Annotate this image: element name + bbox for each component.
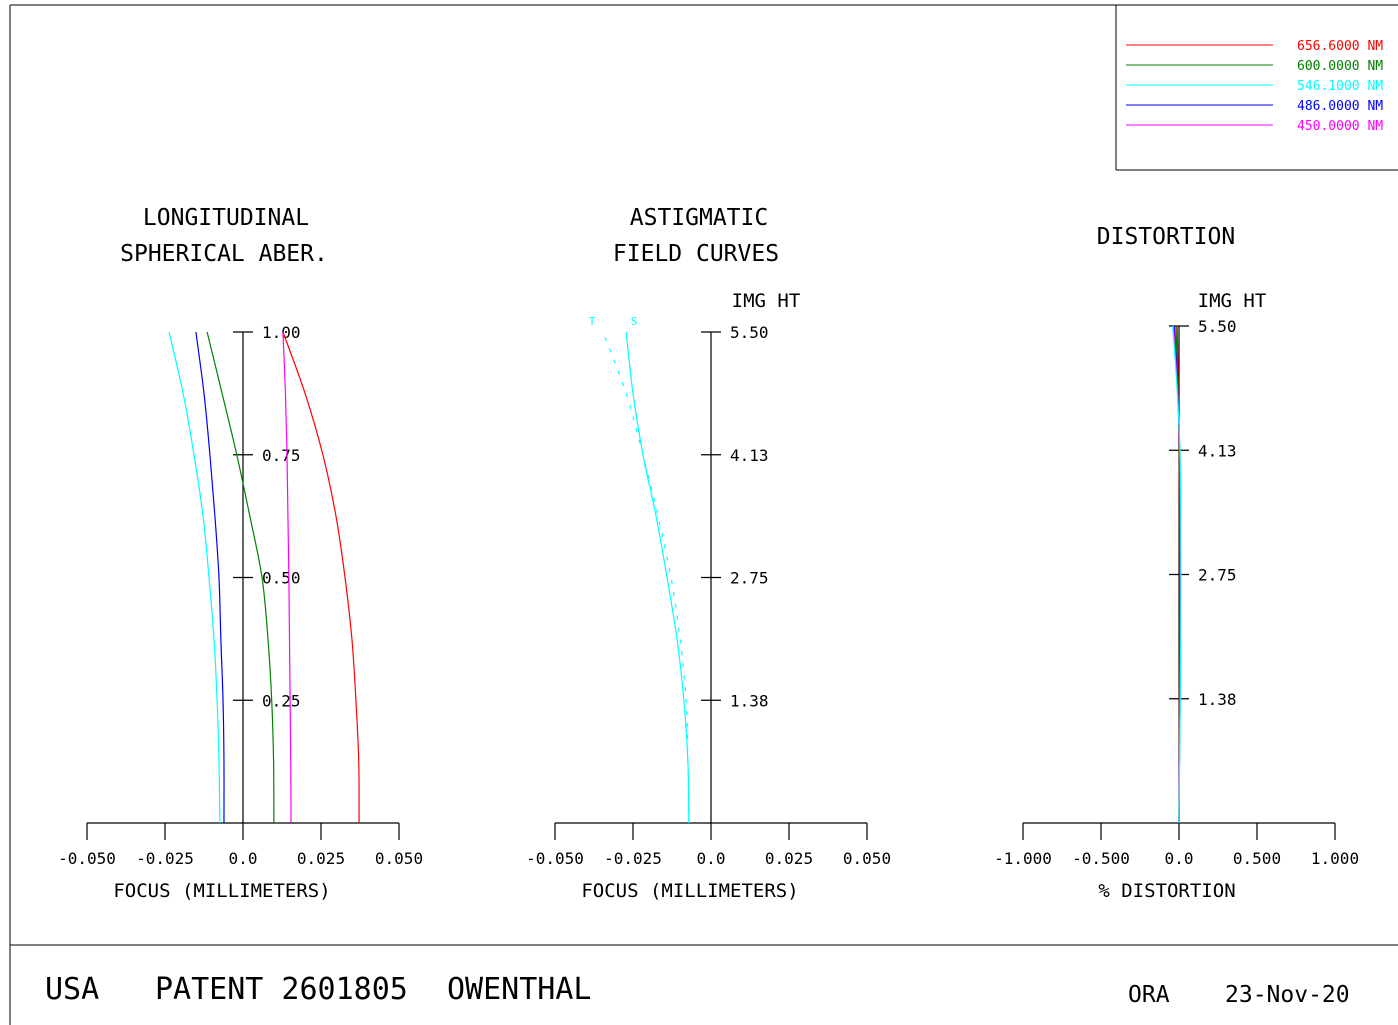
x-tick-label: 0.0 <box>697 849 726 868</box>
legend-label: 546.1000 NM <box>1297 79 1383 94</box>
x-axis-label: % DISTORTION <box>1098 880 1235 902</box>
series-curve <box>206 331 275 824</box>
x-tick-label: 0.025 <box>297 849 345 868</box>
footer-program: ORA <box>1128 982 1170 1008</box>
series-curve <box>168 331 221 824</box>
x-tick-label: 1.000 <box>1311 849 1359 868</box>
y-tick-label: 0.25 <box>262 691 301 710</box>
footer: USA PATENT 2601805 OWENTHAL ORA 23-Nov-2… <box>45 972 1350 1008</box>
x-tick-label: -1.000 <box>994 849 1052 868</box>
x-tick-label: -0.025 <box>136 849 194 868</box>
chart-title: DISTORTION <box>1097 224 1235 250</box>
series-label: T <box>589 315 596 328</box>
series-curve <box>282 331 360 824</box>
y-tick-label: 2.75 <box>730 569 769 588</box>
y-tick-label: 1.00 <box>262 323 301 342</box>
legend-entry: 450.0000 NM <box>1126 119 1383 134</box>
y-tick-label: 4.13 <box>1198 441 1237 460</box>
footer-inventor-name: OWENTHAL <box>447 972 592 1007</box>
y-tick-label: 1.38 <box>730 691 769 710</box>
x-tick-label: -0.050 <box>526 849 584 868</box>
legend-entry: 656.6000 NM <box>1126 39 1383 54</box>
chart-title-line-2: FIELD CURVES <box>613 241 779 267</box>
series-label: S <box>631 315 638 328</box>
astigmatic-field-curves-chart: ASTIGMATIC FIELD CURVES IMG HT FOCUS (MI… <box>526 205 891 902</box>
y-tick-label: 5.50 <box>730 323 769 342</box>
y-tick-label: 0.75 <box>262 446 301 465</box>
y-tick-label: 4.13 <box>730 446 769 465</box>
legend-box: 656.6000 NM 600.0000 NM 546.1000 NM 486.000… <box>1115 5 1398 171</box>
legend-items: 656.6000 NM 600.0000 NM 546.1000 NM 486.000… <box>1126 39 1383 134</box>
longitudinal-spherical-aberration-chart: LONGITUDINAL SPHERICAL ABER. FOCUS (MILL… <box>58 205 423 902</box>
series-curve <box>1172 325 1182 824</box>
x-tick-label: 0.050 <box>843 849 891 868</box>
x-tick-label: 0.050 <box>375 849 423 868</box>
y-tick-label: 1.38 <box>1198 690 1237 709</box>
footer-date: 23-Nov-20 <box>1225 982 1350 1008</box>
distortion-chart: DISTORTION IMG HT % DISTORTION -1.000 -0.… <box>994 224 1359 902</box>
series-curve <box>625 331 690 824</box>
chart-title-line-1: LONGITUDINAL <box>143 205 309 231</box>
footer-country: USA <box>45 972 99 1007</box>
series-curve <box>282 331 292 824</box>
x-tick-label: 0.500 <box>1233 849 1281 868</box>
legend-entry: 486.0000 NM <box>1126 99 1383 114</box>
legend-label: 656.6000 NM <box>1297 39 1383 54</box>
legend-entry: 546.1000 NM <box>1126 79 1383 94</box>
y-tick-label: 5.50 <box>1198 317 1237 336</box>
page-frame <box>9 4 1398 1025</box>
x-tick-label: 0.0 <box>1165 849 1194 868</box>
series-curve <box>195 331 225 824</box>
x-axis-label: FOCUS (MILLIMETERS) <box>113 880 330 902</box>
legend-label: 450.0000 NM <box>1297 119 1383 134</box>
legend-label: 486.0000 NM <box>1297 99 1383 114</box>
chart-title-line-1: ASTIGMATIC <box>630 205 768 231</box>
y-axis-label: IMG HT <box>1198 290 1267 312</box>
chart-title-line-2: SPHERICAL ABER. <box>120 241 328 267</box>
series-curve <box>602 331 690 824</box>
y-axis-label: IMG HT <box>732 290 801 312</box>
x-tick-label: -0.025 <box>604 849 662 868</box>
x-tick-label: 0.0 <box>229 849 258 868</box>
x-tick-label: 0.025 <box>765 849 813 868</box>
footer-patent-number: PATENT 2601805 <box>155 972 408 1007</box>
x-tick-label: -0.050 <box>58 849 116 868</box>
x-tick-label: -0.500 <box>1072 849 1130 868</box>
legend-entry: 600.0000 NM <box>1126 59 1383 74</box>
legend-label: 600.0000 NM <box>1297 59 1383 74</box>
y-tick-label: 2.75 <box>1198 566 1237 585</box>
y-tick-label: 0.50 <box>262 569 301 588</box>
x-axis-label: FOCUS (MILLIMETERS) <box>581 880 798 902</box>
